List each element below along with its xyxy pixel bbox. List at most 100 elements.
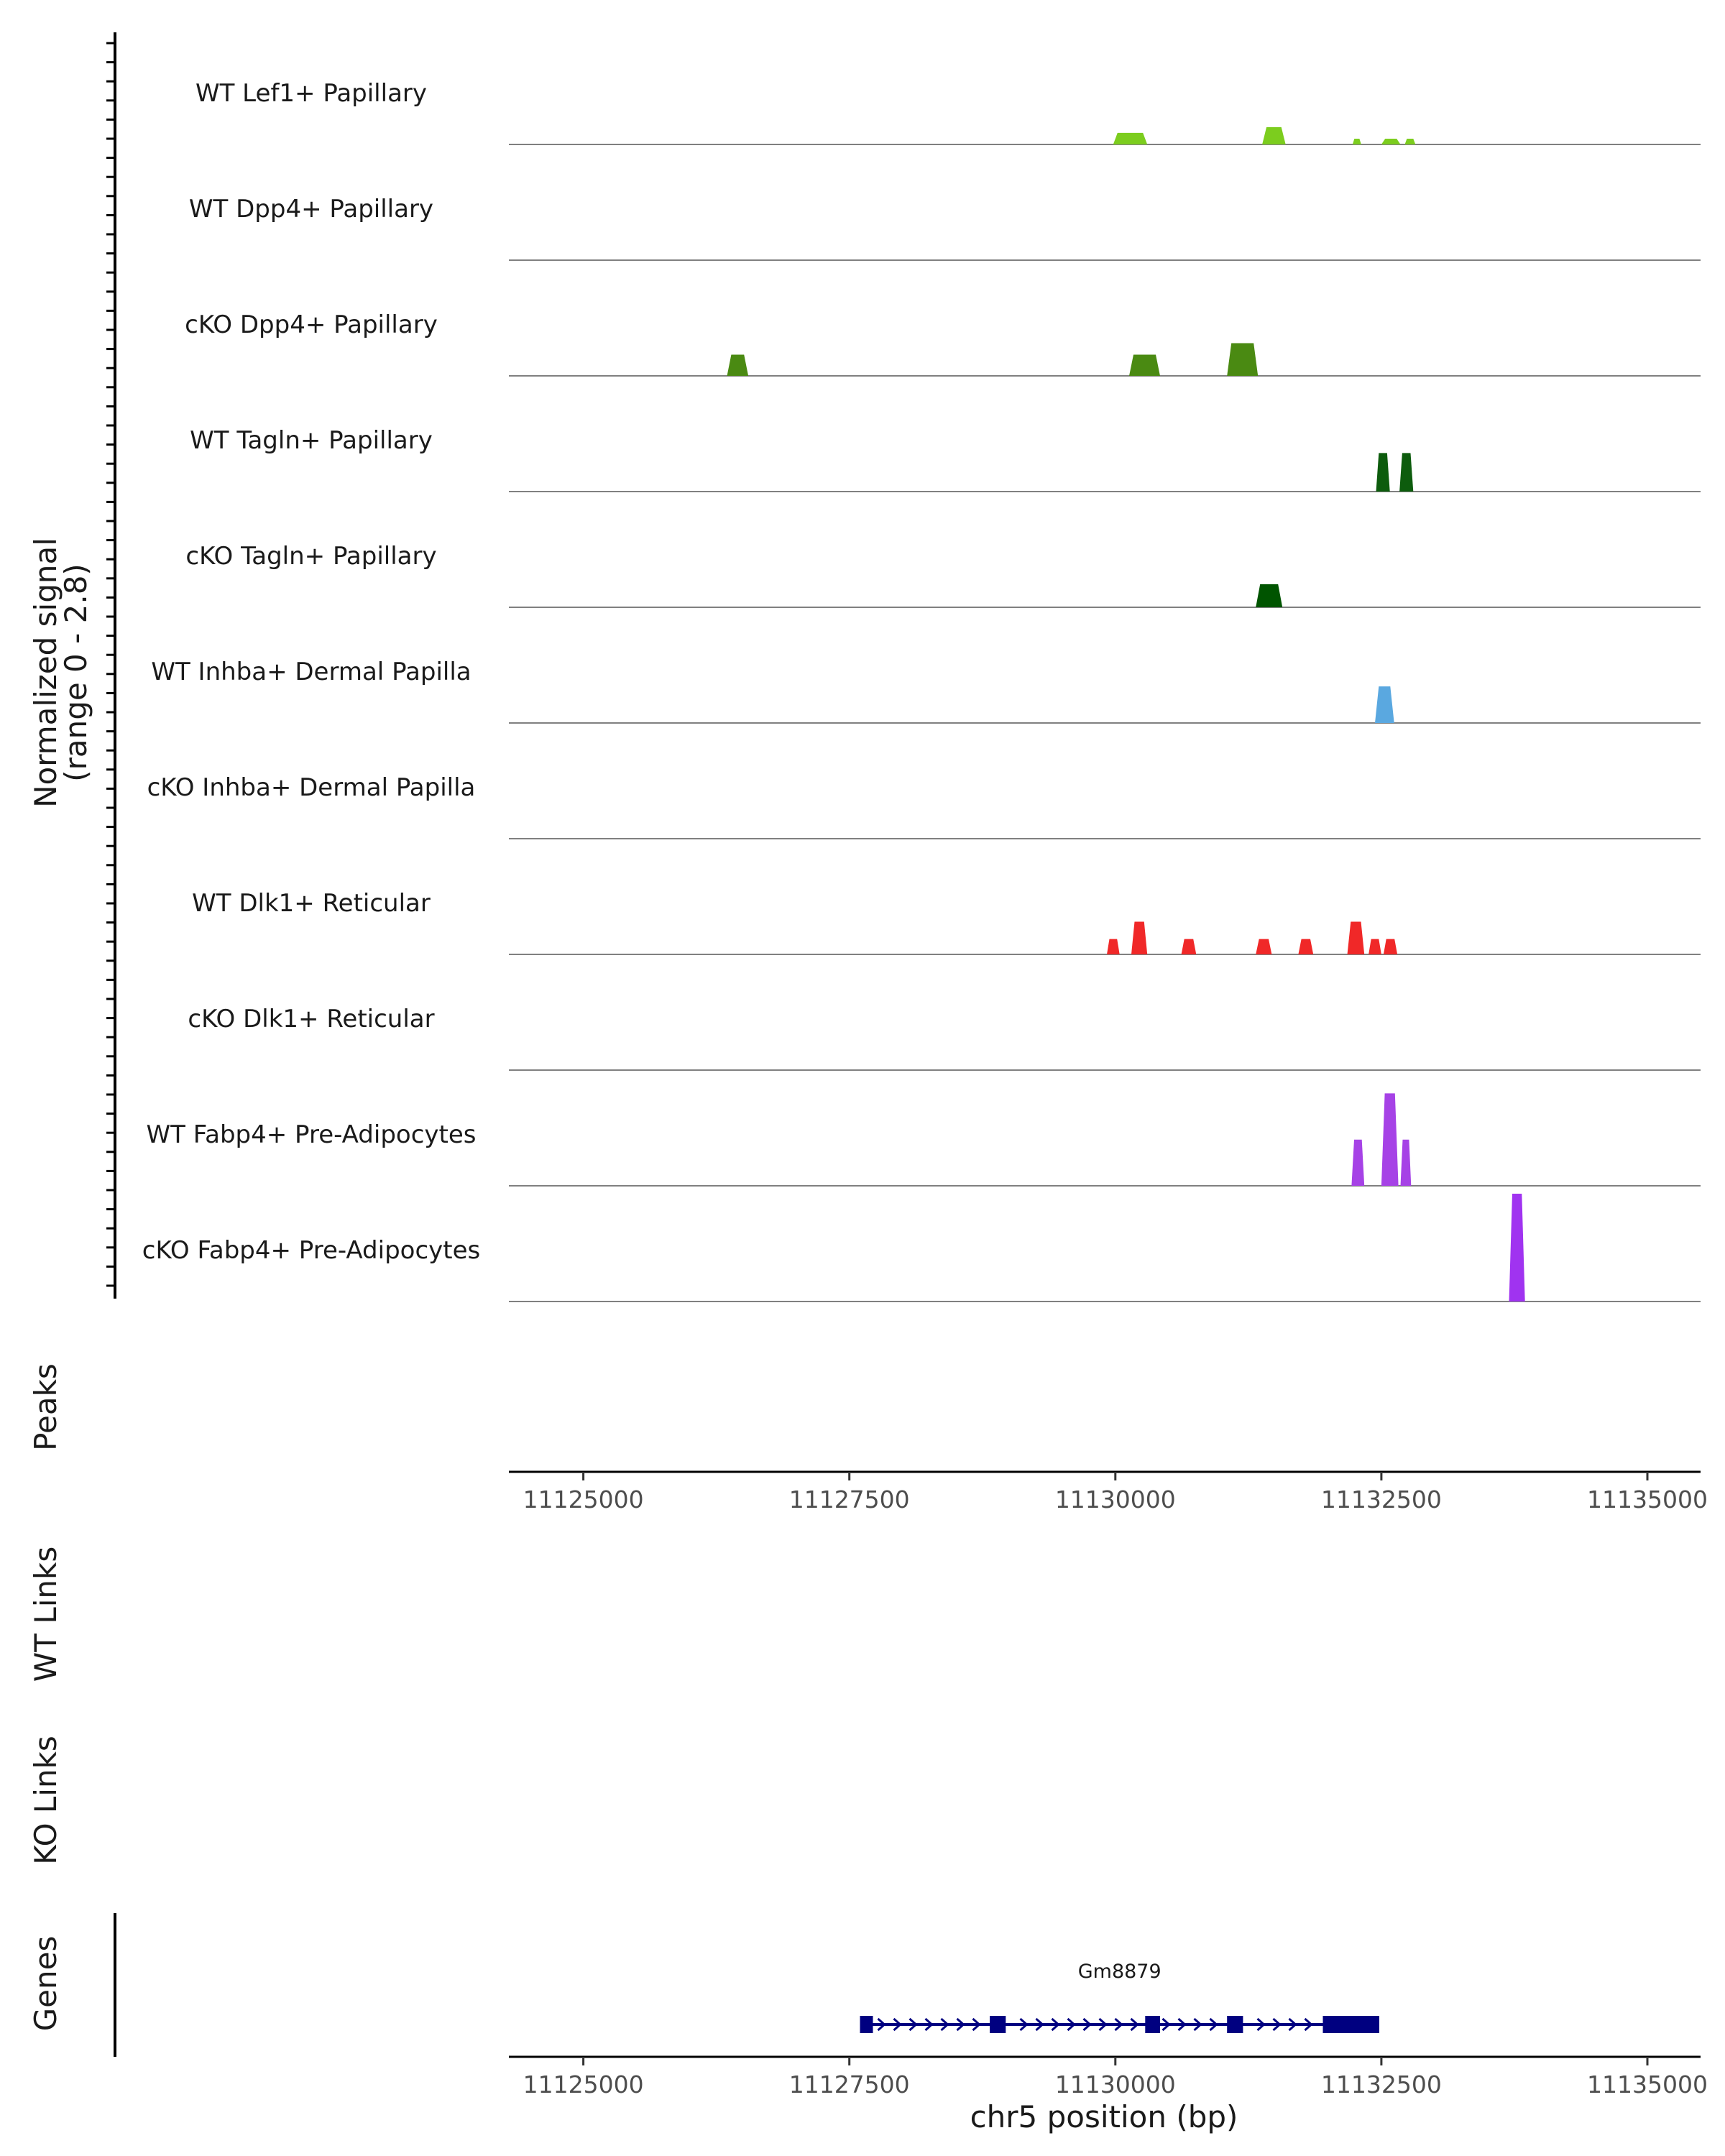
strand-arrow [1114,2017,1123,2032]
coverage-peak [1381,139,1401,144]
coverage-track: WT Lef1+ Papillary [196,79,1701,145]
coverage-track: cKO Fabp4+ Pre-Adipocytes [142,1194,1701,1302]
coverage-track: cKO Dlk1+ Reticular [188,1005,1701,1071]
peaks-x-axis-ticks: 11125000 11127500 11130000 11132500 11135000 [523,1472,1708,1514]
coverage-peak [1181,939,1197,954]
strand-arrow [956,2017,965,2032]
genes-track-title: Genes [28,1936,63,2032]
coverage-track: cKO Tagln+ Papillary [185,542,1701,608]
coverage-peak [1113,132,1148,144]
x-tick-label: 11125000 [523,1485,644,1514]
x-tick-label: 11125000 [523,2070,644,2099]
x-tick-label: 11132500 [1321,2070,1442,2099]
strand-arrow [1098,2017,1108,2032]
x-tick-label: 11135000 [1587,2070,1708,2099]
strand-arrow [1272,2017,1282,2032]
coverage-peak [1368,939,1381,954]
x-tick-label: 11135000 [1587,1485,1708,1514]
track-label: WT Tagln+ Papillary [190,426,433,455]
gene-exon [1322,2016,1379,2033]
coverage-peak [1404,139,1416,144]
gene-model: Gm8879 [860,1961,1379,2033]
gene-exon [1227,2016,1243,2033]
coverage-peak [1376,453,1390,492]
coverage-track: WT Tagln+ Papillary [190,426,1701,492]
coverage-peak [1400,1139,1412,1186]
track-label: cKO Dpp4+ Papillary [185,310,438,339]
x-tick-label: 11130000 [1055,1485,1176,1514]
gene-exon [990,2016,1006,2033]
genes-x-axis-ticks: 11125000 11127500 11130000 11132500 11135000 [523,2057,1708,2099]
strand-arrow [1130,2017,1139,2032]
strand-arrow [1067,2017,1076,2032]
track-label: WT Fabp4+ Pre-Adipocytes [147,1120,477,1149]
track-label: cKO Inhba+ Dermal Papilla [147,773,476,802]
coverage-peak [1256,584,1283,607]
gene-name-label: Gm8879 [1078,1961,1162,1983]
strand-arrow [924,2017,934,2032]
strand-arrow [1288,2017,1297,2032]
strand-arrow [1082,2017,1092,2032]
coverage-peak [1351,1139,1365,1186]
coverage-track: cKO Dpp4+ Papillary [185,310,1701,377]
track-label: WT Inhba+ Dermal Papilla [151,658,471,686]
gene-exon [1145,2016,1160,2033]
x-tick-label: 11127500 [789,1485,910,1514]
strand-arrow [908,2017,918,2032]
strand-arrow [1304,2017,1313,2032]
coverage-peak [1256,939,1272,954]
strand-arrow [1051,2017,1060,2032]
coverage-peak [1347,921,1365,954]
coverage-panel: Normalized signal (range 0 - 2.8) WT Lef… [28,32,1701,1302]
coverage-track: WT Dpp4+ Papillary [189,195,1701,261]
strand-arrow [1162,2017,1171,2032]
coverage-track: WT Fabp4+ Pre-Adipocytes [147,1093,1701,1187]
x-tick-label: 11127500 [789,2070,910,2099]
track-label: WT Dlk1+ Reticular [192,889,431,918]
strand-arrow [1035,2017,1044,2032]
coverage-y-axis-ticks [106,42,115,1287]
strand-arrow [893,2017,902,2032]
coverage-peak [1399,453,1414,492]
strand-arrow [972,2017,981,2032]
coverage-peak [1375,686,1394,723]
coverage-peak [1262,126,1286,144]
coverage-peak [727,354,749,376]
x-tick-label: 11132500 [1321,1485,1442,1514]
x-tick-label: 11130000 [1055,2070,1176,2099]
strand-arrow [1209,2017,1218,2032]
coverage-peak [1298,939,1314,954]
gene-exon [860,2016,873,2033]
coverage-y-axis-title: Normalized signal [28,538,63,808]
track-label: cKO Fabp4+ Pre-Adipocytes [142,1236,481,1265]
ko-links-track-title: KO Links [28,1736,63,1865]
peaks-track-title: Peaks [28,1363,63,1451]
strand-arrow [1256,2017,1266,2032]
coverage-peak [1383,939,1398,954]
strand-arrow [1193,2017,1202,2032]
genes-panel: Genes Gm8879 11125000 11127500 11130000 111… [28,1913,1708,2134]
strand-arrow [1019,2017,1029,2032]
coverage-y-axis-subtitle: (range 0 - 2.8) [58,563,93,782]
coverage-track: cKO Inhba+ Dermal Papilla [147,773,1701,839]
track-label: WT Dpp4+ Papillary [189,195,433,224]
track-label: cKO Tagln+ Papillary [185,542,436,571]
coverage-tracks: WT Lef1+ Papillary WT Dpp4+ Papillary cKO … [142,79,1701,1302]
coverage-peak [1381,1093,1399,1186]
x-axis-title: chr5 position (bp) [970,2099,1238,2134]
coverage-peak [1227,343,1259,376]
coverage-peak [1131,921,1148,954]
strand-arrow [940,2017,949,2032]
coverage-track: WT Inhba+ Dermal Papilla [151,658,1701,724]
peaks-panel: Peaks 11125000 11127500 11130000 11132500 11… [28,1363,1708,1514]
coverage-peak [1352,139,1361,144]
coverage-peak [1107,939,1120,954]
strand-arrow [1177,2017,1187,2032]
coverage-track: WT Dlk1+ Reticular [192,889,1701,955]
strand-arrow [877,2017,886,2032]
track-label: WT Lef1+ Papillary [196,79,427,108]
coverage-peak [1129,354,1160,376]
coverage-peak [1509,1194,1525,1302]
wt-links-track-title: WT Links [28,1547,63,1682]
